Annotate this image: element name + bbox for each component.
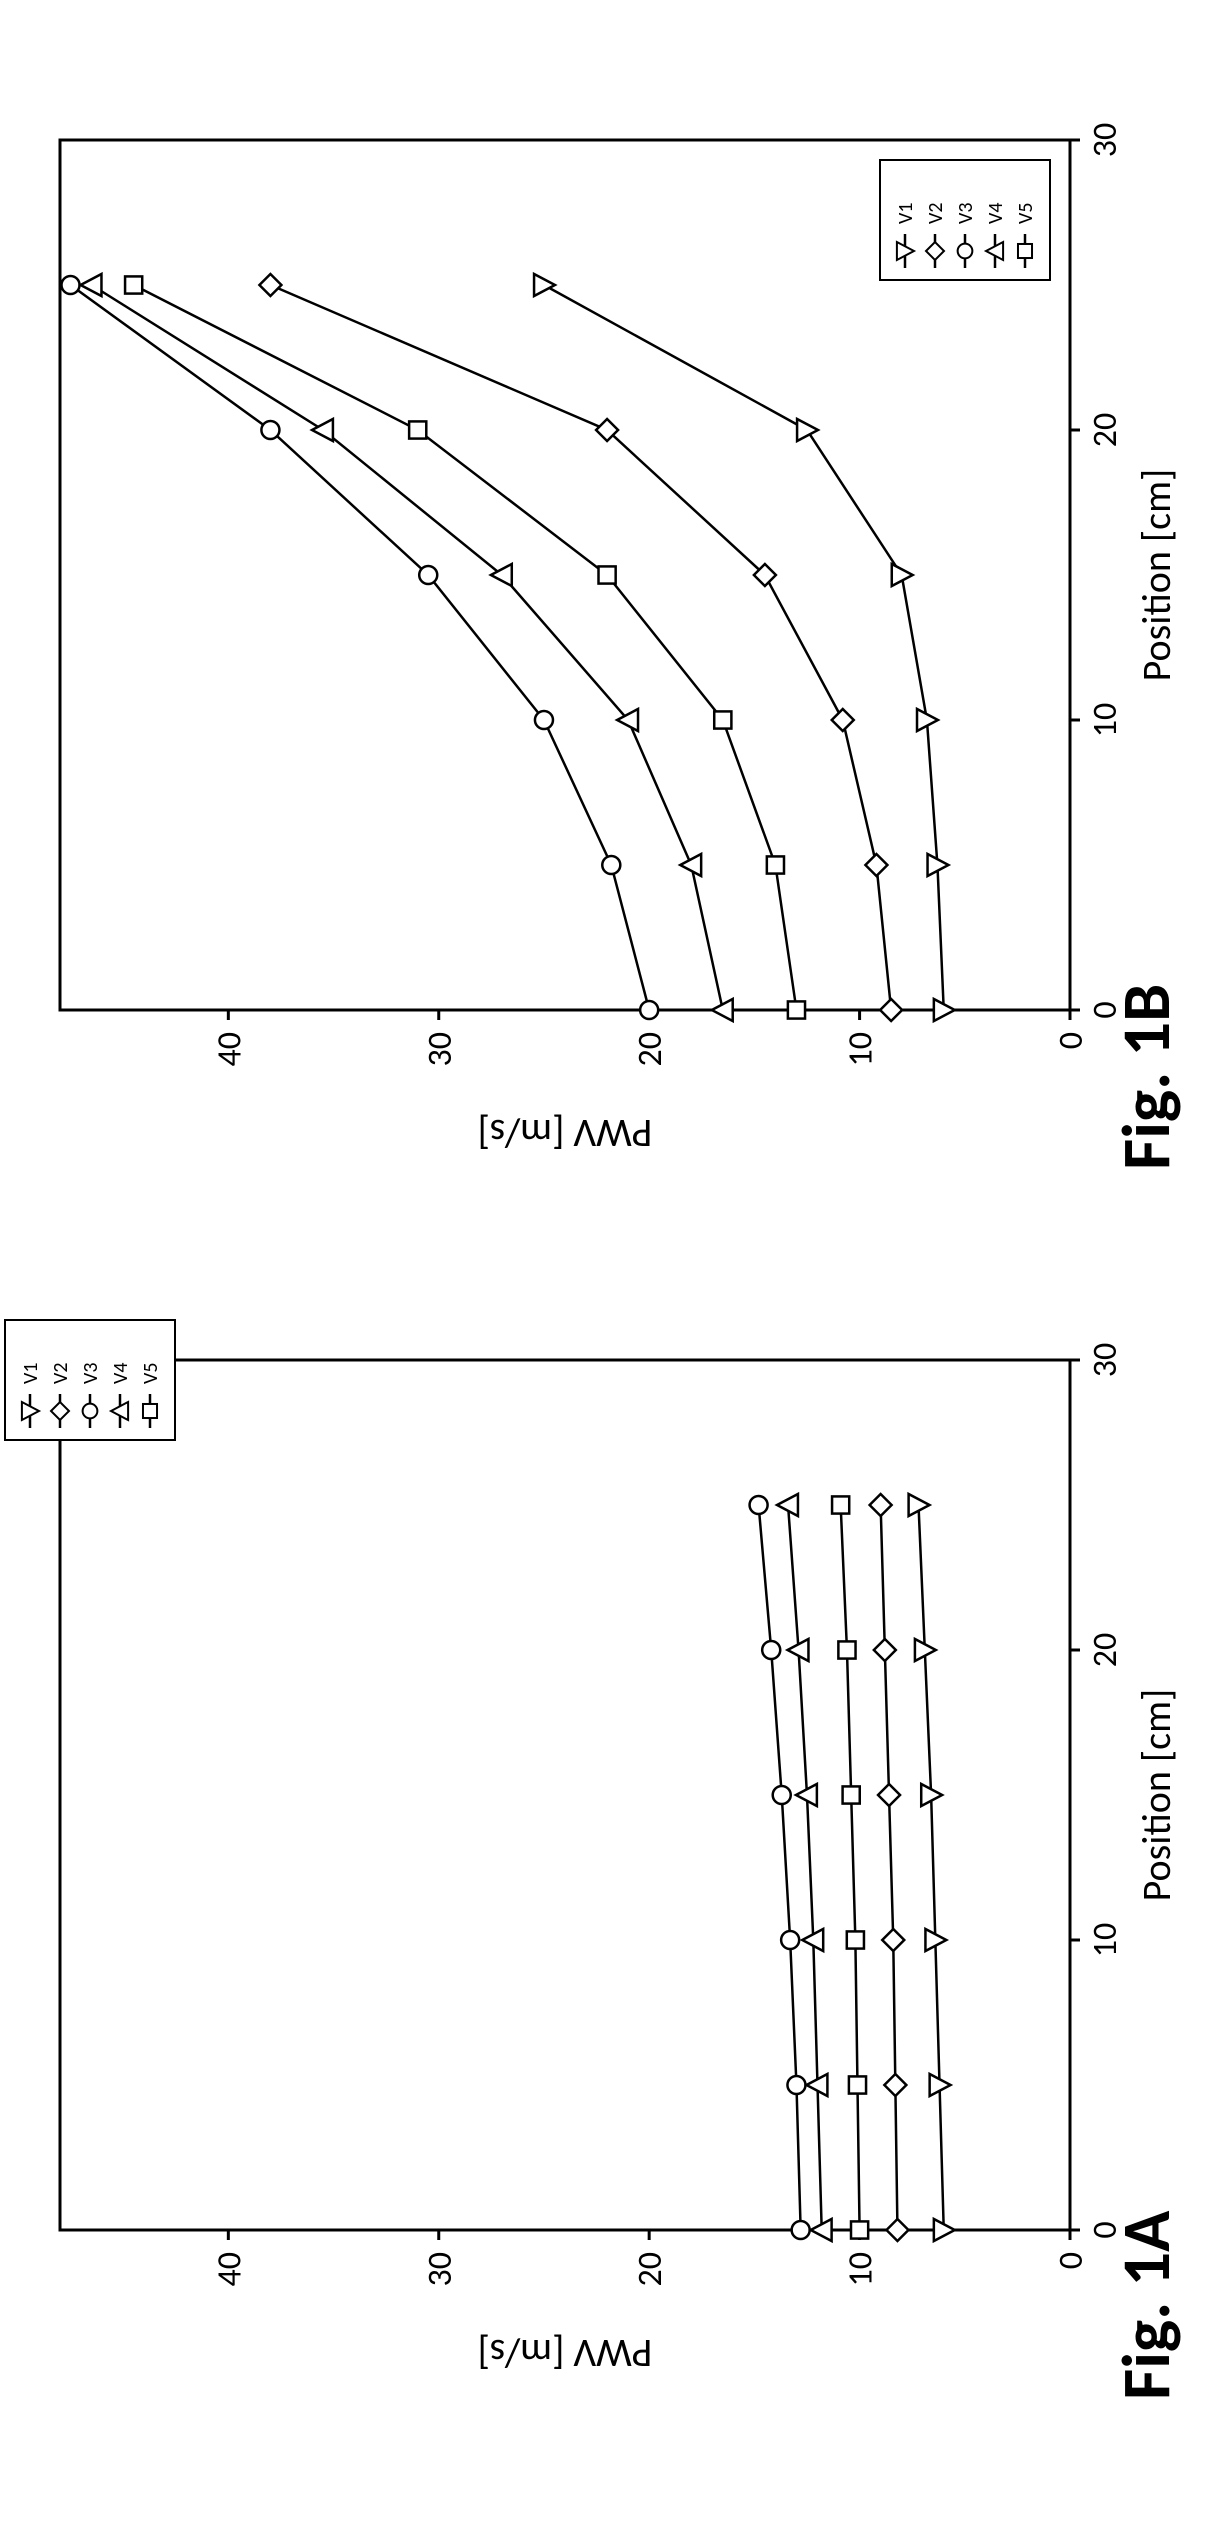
figure-1b: 0102030Position [cm]010203040PWV [m/s]V1… [0,80,1220,1180]
svg-text:0: 0 [1051,2252,1092,2269]
figure-1a: 0102030Position [cm]010203040PWV [m/s]V1… [0,1300,1220,2400]
svg-text:30: 30 [1085,1343,1126,1377]
svg-text:30: 30 [1085,123,1126,157]
svg-text:V2: V2 [49,1363,73,1384]
svg-text:Position [cm]: Position [cm] [1132,469,1181,682]
svg-text:30: 30 [420,2252,461,2286]
svg-text:V3: V3 [954,203,978,224]
svg-text:V1: V1 [19,1363,43,1384]
svg-text:20: 20 [630,2252,671,2286]
caption-fig-1b: Fig. 1B [1105,984,1188,1170]
svg-text:V4: V4 [109,1363,133,1384]
svg-text:40: 40 [209,2252,250,2286]
svg-text:V2: V2 [924,203,948,224]
svg-text:30: 30 [420,1032,461,1066]
svg-text:40: 40 [209,1032,250,1066]
svg-text:10: 10 [1085,1923,1126,1957]
svg-text:V1: V1 [894,203,918,224]
svg-text:10: 10 [841,2252,882,2286]
svg-text:20: 20 [1085,1633,1126,1667]
svg-text:V5: V5 [139,1363,163,1384]
chart-fig-1a: 0102030Position [cm]010203040PWV [m/s]V1… [0,1300,1220,2400]
svg-text:V5: V5 [1014,203,1038,224]
svg-text:10: 10 [841,1032,882,1066]
svg-text:20: 20 [1085,413,1126,447]
chart-fig-1b: 0102030Position [cm]010203040PWV [m/s]V1… [0,80,1220,1180]
svg-text:PWV [m/s]: PWV [m/s] [478,1109,653,1158]
caption-fig-1a: Fig. 1A [1105,2211,1188,2400]
svg-text:10: 10 [1085,703,1126,737]
svg-text:20: 20 [630,1032,671,1066]
svg-text:Position [cm]: Position [cm] [1132,1689,1181,1902]
svg-text:V3: V3 [79,1363,103,1384]
svg-text:0: 0 [1051,1032,1092,1049]
svg-text:PWV [m/s]: PWV [m/s] [478,2329,653,2378]
svg-text:V4: V4 [984,203,1008,224]
